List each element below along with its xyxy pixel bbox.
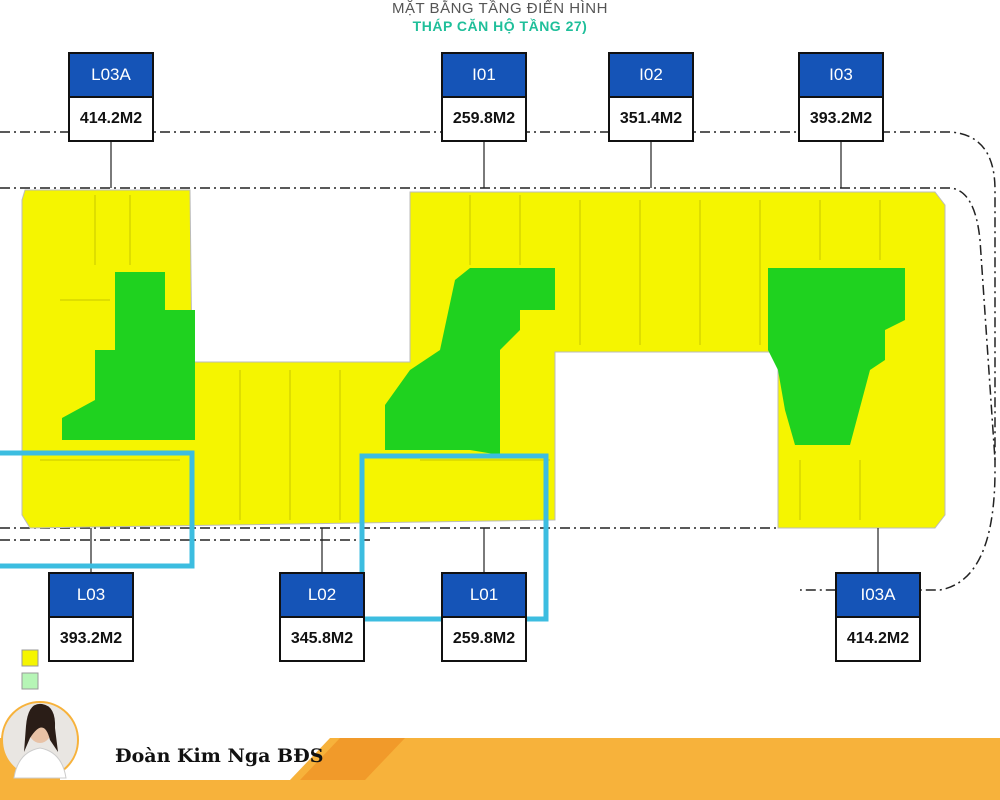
unit-code: I03: [798, 52, 884, 98]
unit-code: L03A: [68, 52, 154, 98]
unit-code: I01: [441, 52, 527, 98]
unit-code: I02: [608, 52, 694, 98]
unit-area: 345.8M2: [279, 618, 365, 662]
unit-code: L03: [48, 572, 134, 618]
unit-code: I03A: [835, 572, 921, 618]
unit-code: L02: [279, 572, 365, 618]
author-name: Đoàn Kim Nga BĐS: [115, 745, 324, 767]
unit-area: 414.2M2: [835, 618, 921, 662]
unit-area: 259.8M2: [441, 618, 527, 662]
unit-area: 259.8M2: [441, 98, 527, 142]
unit-label: I02 351.4M2: [608, 52, 694, 142]
unit-area: 414.2M2: [68, 98, 154, 142]
unit-area: 393.2M2: [798, 98, 884, 142]
title: MẶT BẰNG TẦNG ĐIỂN HÌNH: [392, 0, 608, 17]
unit-label: I03A 414.2M2: [835, 572, 921, 662]
unit-label: L03A 414.2M2: [68, 52, 154, 142]
unit-label: L03 393.2M2: [48, 572, 134, 662]
unit-label: I03 393.2M2: [798, 52, 884, 142]
unit-code: L01: [441, 572, 527, 618]
unit-label: L01 259.8M2: [441, 572, 527, 662]
unit-label: I01 259.8M2: [441, 52, 527, 142]
unit-area: 393.2M2: [48, 618, 134, 662]
subtitle: THÁP CĂN HỘ TẦNG 27): [412, 18, 588, 34]
unit-label: L02 345.8M2: [279, 572, 365, 662]
unit-area: 351.4M2: [608, 98, 694, 142]
